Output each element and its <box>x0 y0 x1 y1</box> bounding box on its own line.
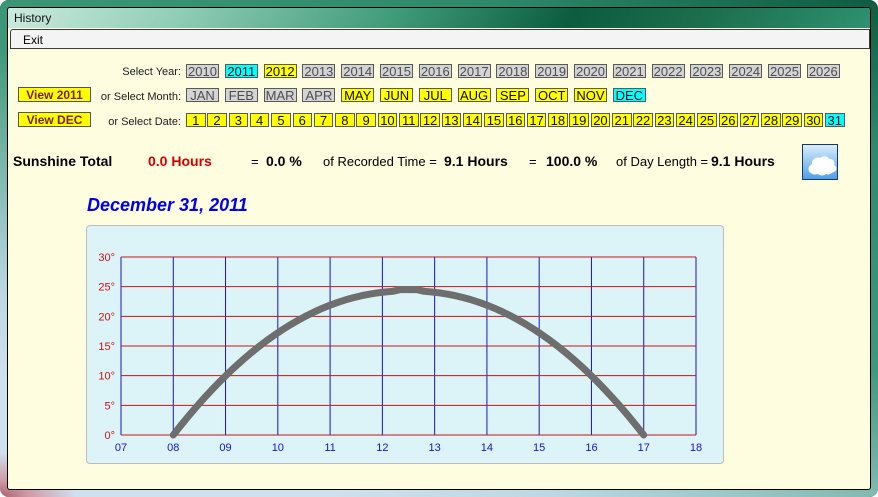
svg-text:10: 10 <box>272 442 284 454</box>
svg-text:25°: 25° <box>98 282 115 294</box>
svg-text:12: 12 <box>376 442 388 454</box>
svg-text:0°: 0° <box>104 430 115 442</box>
svg-text:11: 11 <box>324 442 335 454</box>
svg-text:15°: 15° <box>98 341 115 353</box>
svg-text:15: 15 <box>533 442 545 454</box>
svg-text:18: 18 <box>690 442 702 454</box>
svg-text:30°: 30° <box>98 252 115 264</box>
svg-text:14: 14 <box>481 442 493 454</box>
svg-text:16: 16 <box>585 442 597 454</box>
svg-text:13: 13 <box>429 442 441 454</box>
svg-text:5°: 5° <box>104 400 115 412</box>
svg-text:09: 09 <box>219 442 231 454</box>
svg-text:17: 17 <box>638 442 650 454</box>
svg-text:07: 07 <box>115 442 127 454</box>
svg-text:08: 08 <box>167 442 179 454</box>
svg-text:10°: 10° <box>98 371 115 383</box>
svg-text:20°: 20° <box>98 311 115 323</box>
